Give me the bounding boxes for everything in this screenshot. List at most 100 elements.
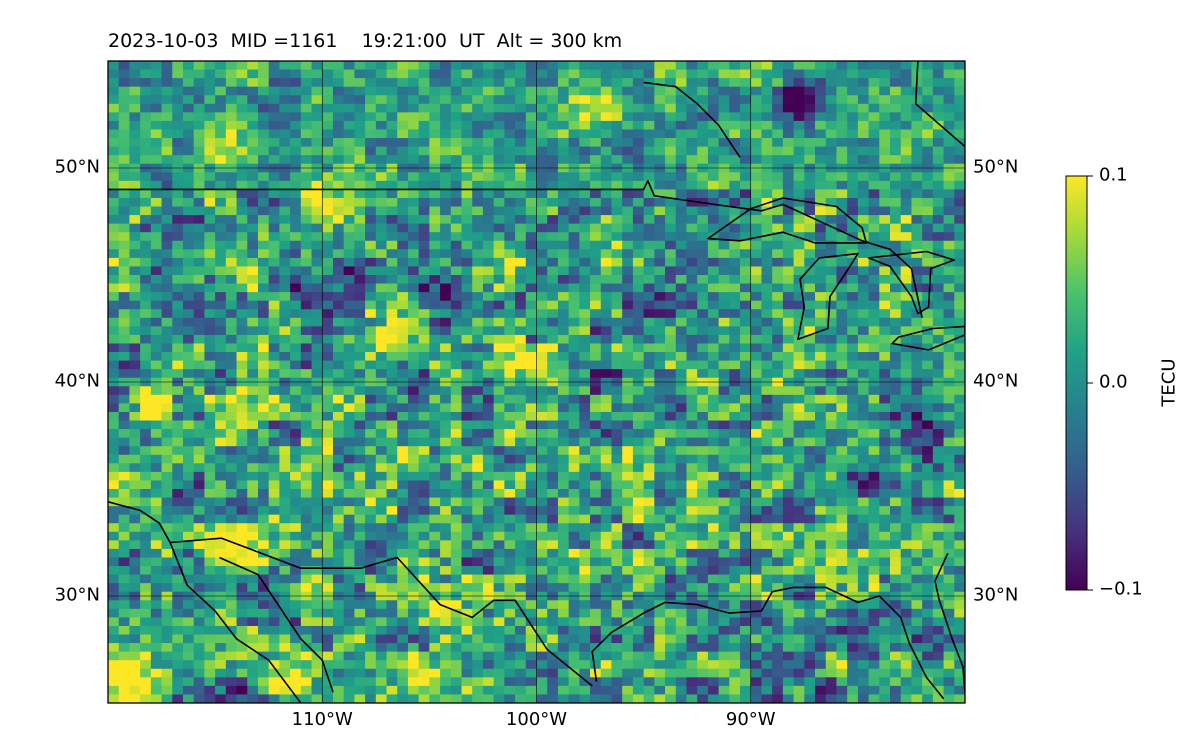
heat-cell [761, 403, 773, 413]
heat-cell [193, 180, 206, 190]
heat-cell [793, 352, 805, 362]
heat-cell [686, 197, 698, 208]
heat-cell [407, 138, 420, 148]
heat-cell [547, 86, 559, 96]
heat-cell [407, 249, 420, 259]
heat-cell [365, 215, 377, 225]
heat-cell [772, 317, 784, 327]
heat-cell [868, 103, 880, 113]
heat-cell [943, 197, 955, 208]
heat-cell [450, 112, 463, 122]
heat-cell [750, 129, 763, 139]
heat-cell [375, 266, 388, 276]
heat-cell [932, 266, 945, 276]
heat-cell [579, 566, 591, 576]
heat-cell [493, 309, 505, 319]
heat-cell [397, 411, 409, 422]
heat-cell [686, 437, 698, 447]
heat-cell [536, 506, 548, 516]
heat-cell [836, 292, 848, 302]
heat-cell [300, 240, 313, 250]
heat-cell [536, 172, 548, 182]
heat-cell [547, 249, 559, 259]
heat-cell [236, 146, 248, 156]
heat-cell [600, 411, 613, 422]
heat-cell [322, 172, 334, 182]
heat-cell [590, 155, 602, 165]
heat-cell [611, 403, 623, 413]
heat-cell [193, 454, 206, 464]
heat-cell [922, 283, 934, 293]
heat-cell [954, 540, 965, 550]
heat-cell [279, 257, 291, 268]
heat-cell [108, 95, 120, 105]
heat-cell [461, 480, 473, 490]
heat-cell [675, 215, 688, 225]
heat-cell [322, 189, 334, 199]
heat-cell [118, 429, 131, 439]
heat-cell [129, 266, 141, 276]
heat-cell [847, 240, 859, 250]
heat-cell [600, 215, 613, 225]
heat-cell [622, 95, 634, 105]
heat-cell [793, 61, 805, 71]
heat-cell [611, 523, 623, 533]
heat-cell [386, 583, 398, 593]
heat-cell [761, 326, 773, 336]
heat-cell [204, 172, 216, 182]
heat-cell [954, 129, 965, 139]
heat-cell [804, 206, 816, 216]
heat-cell [782, 343, 795, 353]
heat-cell [911, 300, 923, 310]
heat-cell [311, 429, 323, 439]
heat-cell [665, 514, 677, 524]
heat-cell [815, 566, 827, 576]
heat-cell [482, 429, 495, 439]
heat-cell [890, 78, 902, 88]
heat-cell [322, 129, 334, 139]
heat-cell [686, 266, 698, 276]
heat-cell [740, 557, 752, 567]
heat-cell [172, 61, 184, 71]
heat-cell [782, 360, 795, 370]
heat-cell [225, 531, 238, 541]
heat-cell [922, 403, 934, 413]
heat-cell [365, 437, 377, 447]
heat-cell [782, 197, 795, 208]
heat-cell [279, 300, 291, 310]
heat-cell [140, 69, 152, 79]
heat-cell [161, 215, 173, 225]
heat-cell [279, 69, 291, 79]
heat-cell [343, 292, 355, 302]
heat-cell [879, 446, 891, 456]
heat-cell [290, 78, 302, 88]
heat-cell [686, 283, 698, 293]
heat-cell [772, 523, 784, 533]
heat-cell [429, 446, 441, 456]
heat-cell [493, 257, 505, 268]
heat-cell [343, 411, 355, 422]
heat-cell [857, 146, 870, 156]
heat-cell [440, 223, 452, 233]
heat-cell [547, 309, 559, 319]
heat-cell [300, 266, 313, 276]
heat-cell [718, 232, 730, 242]
heat-cell [215, 583, 227, 593]
heat-cell [847, 326, 859, 336]
heat-cell [890, 95, 902, 105]
heat-cell [643, 215, 655, 225]
heat-cell [622, 189, 634, 199]
heat-cell [418, 172, 430, 182]
heat-cell [268, 189, 280, 199]
heat-cell [257, 531, 270, 541]
heat-cell [354, 215, 366, 225]
heat-cell [311, 574, 323, 584]
heat-cell [386, 266, 398, 276]
heat-cell [579, 429, 591, 439]
heat-cell [407, 95, 420, 105]
heat-cell [172, 232, 184, 242]
heat-cell [868, 548, 880, 559]
heat-cell [472, 463, 484, 473]
heat-cell [322, 86, 334, 96]
heat-cell [600, 180, 613, 190]
